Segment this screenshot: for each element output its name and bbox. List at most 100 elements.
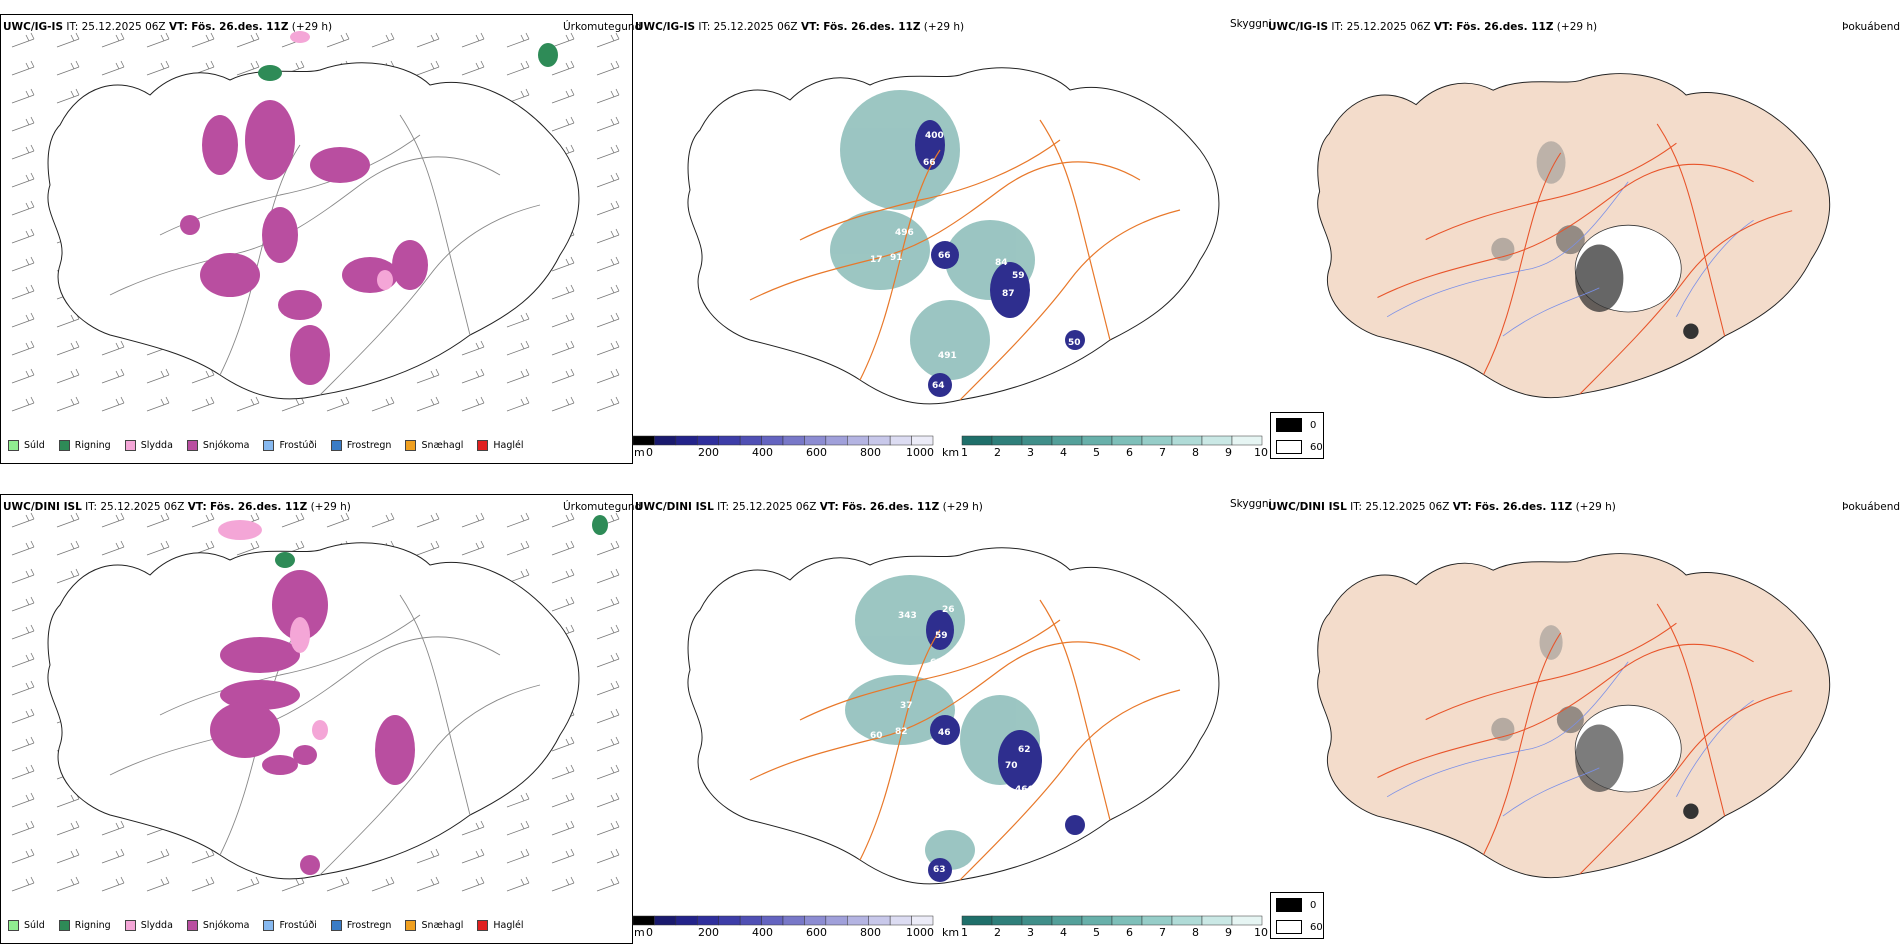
wind-barb — [596, 568, 620, 584]
fog-map-2 — [1317, 553, 1831, 879]
wind-barb — [146, 512, 170, 528]
wind-barb — [11, 368, 35, 384]
cloud-label: 84 — [995, 258, 1008, 268]
cloud-label: 07 — [970, 158, 983, 168]
wind-barb — [596, 652, 620, 668]
precip-panel-frame-1 — [0, 14, 633, 464]
wind-barb — [416, 368, 440, 384]
wind-barb — [146, 848, 170, 864]
colorbar-swatch — [1051, 915, 1083, 926]
colorbar-swatch — [782, 435, 805, 446]
wind-barb — [56, 792, 80, 808]
cloud-label: 91 — [890, 253, 903, 263]
cloud-tick: 1000 — [906, 446, 934, 459]
wind-barb — [461, 848, 485, 864]
snow-areas — [210, 570, 415, 875]
wind-barb — [596, 596, 620, 612]
wind-barb — [551, 256, 575, 272]
vis-tick: 6 — [1126, 446, 1133, 459]
colorbar-swatch — [654, 435, 677, 446]
cloud-label: 62 — [930, 658, 943, 668]
legend-swatch — [330, 920, 342, 931]
vis-colorbar-1 — [961, 435, 1263, 446]
legend-item: Frostregn — [330, 440, 391, 451]
cloud-label: 79 — [912, 385, 925, 395]
wind-barb — [551, 848, 575, 864]
colorbar-swatch — [1201, 435, 1233, 446]
wind-barb — [326, 396, 350, 412]
vis-colorbar-unit-1: km — [942, 446, 960, 459]
cloud-label: 80 — [898, 288, 911, 298]
wind-barb — [236, 396, 260, 412]
legend-item: Haglél — [477, 440, 524, 451]
legend-item: Frostúði — [263, 920, 317, 931]
vis-tick: 10 — [1254, 446, 1268, 459]
wind-barb — [461, 368, 485, 384]
wind-barb — [11, 144, 35, 160]
colorbar-swatch — [1171, 435, 1203, 446]
wind-barb — [11, 32, 35, 48]
precip-panel-label-1: Úrkomutegund — [563, 21, 642, 33]
wind-barb — [191, 512, 215, 528]
vis-tick: 5 — [1093, 926, 1100, 939]
sleet-areas — [218, 520, 328, 740]
cloud-label: 62 — [1018, 745, 1031, 755]
wind-barb — [506, 312, 530, 328]
cloud-tick: 800 — [860, 926, 881, 939]
colorbar-swatch — [1141, 435, 1173, 446]
wind-barb — [551, 876, 575, 892]
cloud-label: 70 — [1005, 761, 1018, 771]
wind-barb — [506, 32, 530, 48]
wind-barb — [416, 32, 440, 48]
wind-barb — [596, 680, 620, 696]
cloud-tick: 600 — [806, 446, 827, 459]
wind-barb — [371, 32, 395, 48]
legend-swatch — [186, 920, 198, 931]
colorbar-swatch — [1111, 915, 1143, 926]
wind-barb — [596, 256, 620, 272]
wind-barb — [551, 568, 575, 584]
legend-swatch — [8, 440, 19, 451]
vis-map-2: 343 26 59 62 37 46 82 60 87 62 70 466 63 — [687, 547, 1220, 885]
wind-barb — [146, 32, 170, 48]
cloud-tick: 400 — [752, 926, 773, 939]
wind-barb — [596, 88, 620, 104]
cloud-label: 491 — [938, 351, 957, 361]
legend-swatch — [124, 440, 136, 451]
vis-colorbar-2 — [961, 915, 1263, 926]
wind-barb — [236, 876, 260, 892]
cloud-label: 343 — [898, 611, 917, 621]
colorbar-swatch — [697, 435, 719, 446]
wind-barb — [236, 60, 260, 76]
wind-barb — [551, 792, 575, 808]
vis-tick: 2 — [994, 926, 1001, 939]
wind-barb — [596, 284, 620, 300]
fog-swatch — [1276, 440, 1302, 454]
wind-barb — [461, 60, 485, 76]
wind-barb — [551, 736, 575, 752]
precip-panel-frame-2 — [0, 494, 633, 944]
legend-item: Rigning — [58, 920, 111, 931]
wind-barb — [596, 396, 620, 412]
wind-barb — [506, 512, 530, 528]
cloud-label: 60 — [870, 731, 883, 741]
wind-barb — [11, 624, 35, 640]
cloud-colorbar-2 — [632, 915, 934, 926]
vis-panel-title-2: UWC/DINI ISL IT: 25.12.2025 06Z VT: Fös.… — [635, 501, 983, 513]
wind-barb — [596, 792, 620, 808]
vis-tick: 7 — [1159, 926, 1166, 939]
wind-barb — [416, 540, 440, 556]
wind-barb — [56, 820, 80, 836]
colorbar-swatch — [804, 915, 827, 926]
wind-barb — [506, 876, 530, 892]
roads-red — [1377, 123, 1793, 395]
wind-barb — [56, 312, 80, 328]
precip-legend-2: Súld Rigning Slydda Snjókoma Frostúði Fr… — [8, 920, 538, 931]
legend-swatch — [477, 920, 489, 931]
cloud-labels: 343 26 59 62 37 46 82 60 87 62 70 466 63 — [870, 605, 1034, 875]
vis-tick: 6 — [1126, 926, 1133, 939]
colorbar-swatch — [961, 915, 993, 926]
precip-map-2 — [11, 512, 620, 892]
wind-barb — [461, 32, 485, 48]
vis-tick: 5 — [1093, 446, 1100, 459]
